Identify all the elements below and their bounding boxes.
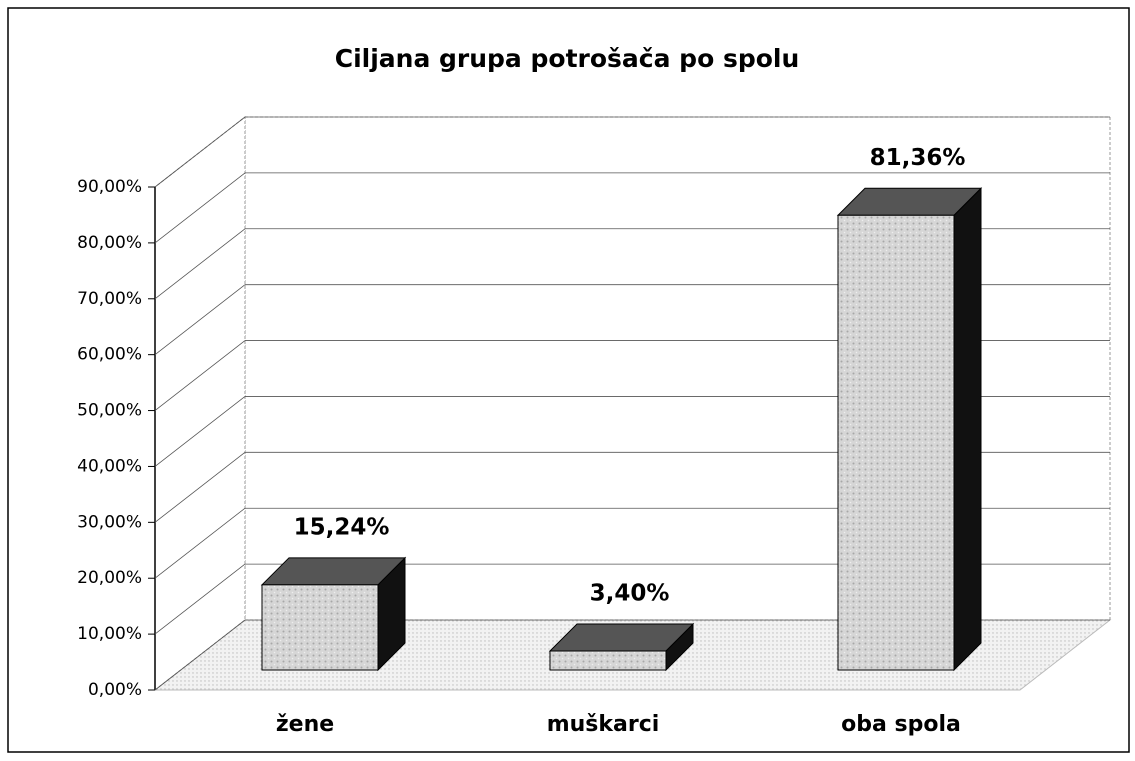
grid-line: [154, 507, 246, 579]
grid-line: [154, 340, 246, 411]
x-tick-label: muškarci: [547, 712, 660, 737]
data-label: 81,36%: [870, 145, 966, 171]
grid-line: [154, 619, 246, 691]
bar: [261, 584, 379, 671]
y-tick-label: 80,00%: [77, 233, 142, 253]
side-wall: [154, 115, 246, 692]
grid-line: [154, 116, 246, 188]
bar: [549, 650, 667, 671]
y-tick-label: 90,00%: [77, 177, 142, 197]
grid-line: [154, 172, 246, 244]
y-tick-label: 20,00%: [77, 568, 142, 588]
y-tick-label: 60,00%: [77, 345, 142, 365]
y-tick-label: 0,00%: [88, 680, 142, 700]
grid-line: [154, 284, 246, 355]
grid-line: [154, 563, 246, 635]
bar: [837, 214, 955, 671]
grid-line: [154, 452, 246, 523]
grid-line: [154, 396, 246, 467]
y-tick-label: 30,00%: [77, 512, 142, 532]
y-tick-label: 10,00%: [77, 624, 142, 644]
y-tick-label: 70,00%: [77, 289, 142, 309]
data-label: 15,24%: [294, 514, 390, 540]
y-tick-label: 50,00%: [77, 401, 142, 421]
data-label: 3,40%: [590, 580, 670, 606]
grid-line: [154, 228, 246, 300]
x-tick-label: oba spola: [841, 712, 961, 737]
bar-side: [953, 187, 982, 672]
x-tick-label: žene: [276, 712, 334, 737]
y-tick-label: 40,00%: [77, 456, 142, 476]
chart-title: Ciljana grupa potrošača po spolu: [335, 44, 800, 73]
